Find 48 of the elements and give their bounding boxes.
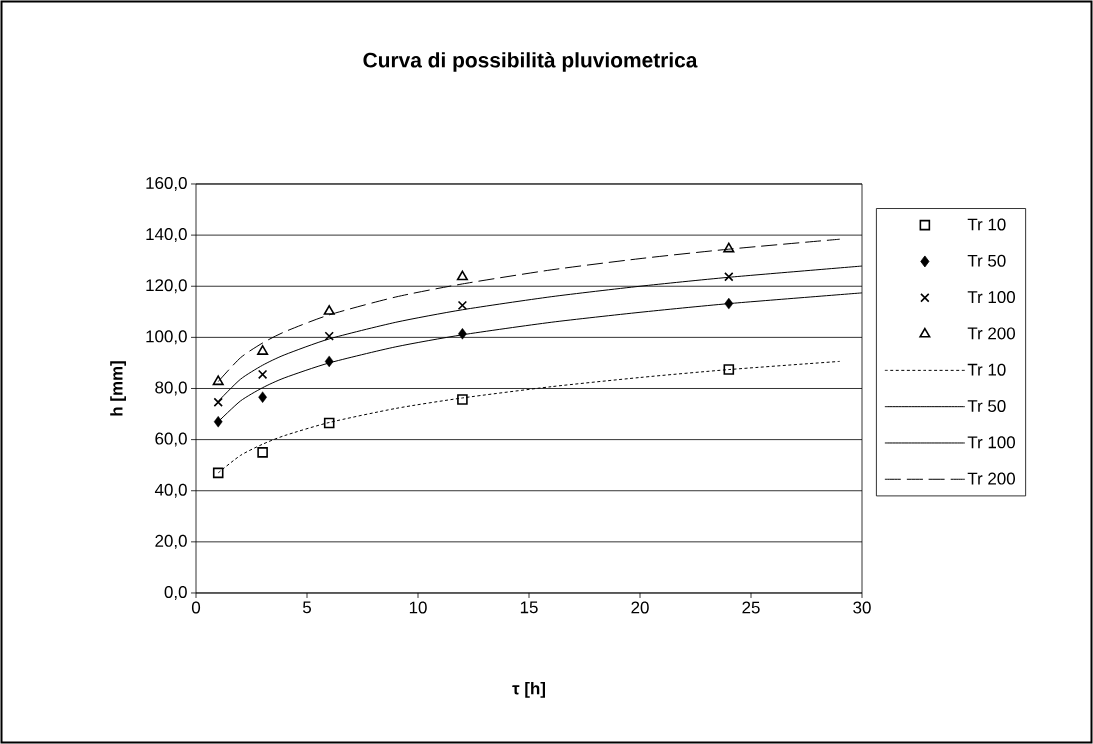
point [456, 270, 468, 281]
point [323, 417, 335, 429]
point [258, 391, 267, 403]
x-tick-label: 10 [409, 601, 427, 614]
point [212, 375, 224, 386]
x-tick-label: 5 [302, 601, 311, 614]
point [324, 355, 334, 368]
point [723, 364, 735, 375]
x-tick-label: 25 [742, 601, 760, 614]
legend-label: Tr 10 [967, 363, 1006, 376]
point [723, 242, 735, 253]
point [458, 328, 467, 340]
y-tick-label: 140,0 [146, 228, 187, 243]
legend-label: Tr 100 [967, 436, 1015, 449]
chart-title: Curva di possibilità pluviometrica [363, 52, 698, 72]
legend-label: Tr 200 [967, 472, 1015, 485]
line-series [217, 360, 841, 474]
legend-label: Tr 10 [967, 218, 1006, 231]
legend-label: Tr 200 [967, 327, 1015, 340]
point [457, 394, 468, 405]
legend-label: Tr 50 [967, 254, 1006, 267]
x-tick-label: 0 [191, 601, 201, 614]
point [457, 300, 468, 311]
x-tick-label: 15 [520, 601, 538, 614]
y-tick-label: 80,0 [155, 381, 187, 396]
point [257, 447, 268, 458]
x-axis-title: τ [h] [512, 682, 545, 698]
y-tick-label: 0,0 [164, 585, 187, 600]
point [213, 397, 223, 407]
point [257, 369, 268, 380]
x-tick-label: 30 [853, 601, 871, 614]
point [324, 331, 334, 341]
y-tick-label: 20,0 [155, 534, 187, 549]
point [724, 297, 734, 310]
y-tick-label: 100,0 [146, 330, 187, 345]
point [212, 467, 224, 479]
y-axis-title: h [mm] [110, 361, 126, 416]
point [323, 304, 335, 315]
legend-label: Tr 100 [967, 291, 1015, 304]
y-tick-label: 60,0 [155, 432, 187, 447]
point [257, 345, 269, 355]
y-tick-label: 40,0 [154, 483, 187, 498]
x-tick-label: 20 [631, 601, 649, 614]
legend-label: Tr 50 [967, 400, 1006, 413]
point [724, 272, 734, 282]
y-tick-label: 120,0 [146, 279, 187, 294]
y-tick-label: 160,0 [146, 176, 187, 191]
point [213, 416, 223, 428]
